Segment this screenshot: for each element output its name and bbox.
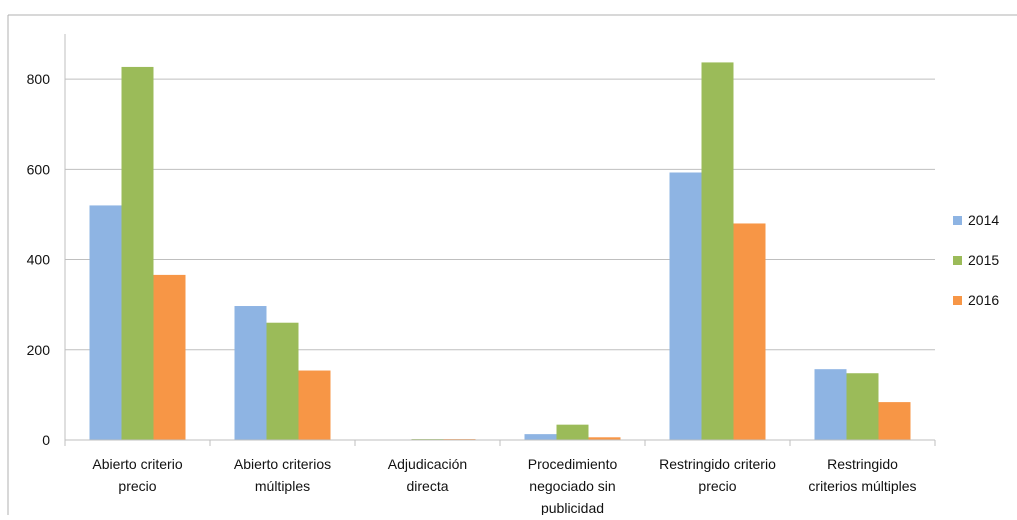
bar-2015-0 <box>122 67 154 440</box>
bar-2014-4 <box>670 172 702 440</box>
legend-swatch-2016 <box>953 296 962 305</box>
legend-swatch-2015 <box>953 256 962 265</box>
y-tick-label: 200 <box>27 342 51 358</box>
x-category-label: precio <box>118 478 156 494</box>
legend-label-2015: 2015 <box>968 252 999 268</box>
x-category-label: Abierto criterio <box>92 456 182 472</box>
x-category-label: Abierto criterios <box>234 456 331 472</box>
x-category-label: Restringido criterio <box>659 456 776 472</box>
bar-2014-1 <box>235 306 267 440</box>
bar-2014-5 <box>815 369 847 440</box>
bar-2016-0 <box>154 275 186 440</box>
legend-swatch-2014 <box>953 216 962 225</box>
x-category-label: directa <box>406 478 448 494</box>
x-category-label: precio <box>698 478 736 494</box>
x-category-label: múltiples <box>255 478 310 494</box>
y-tick-label: 600 <box>27 161 51 177</box>
x-category-label: Restringido <box>827 456 898 472</box>
x-category-label: Procedimiento <box>528 456 618 472</box>
bar-2016-4 <box>734 223 766 440</box>
x-category-label: publicidad <box>541 500 604 515</box>
legend-label-2014: 2014 <box>968 212 999 228</box>
y-tick-label: 400 <box>27 252 51 268</box>
bar-2014-0 <box>90 205 122 440</box>
bar-2015-5 <box>847 373 879 440</box>
y-tick-label: 0 <box>42 432 50 448</box>
bar-2015-4 <box>702 62 734 440</box>
x-category-label: criterios múltiples <box>808 478 916 494</box>
legend-label-2016: 2016 <box>968 292 999 308</box>
y-tick-label: 800 <box>27 71 51 87</box>
bar-2015-3 <box>557 425 589 440</box>
x-category-label: Adjudicación <box>388 456 467 472</box>
x-category-label: negociado sin <box>529 478 615 494</box>
bar-2016-5 <box>879 402 911 440</box>
bar-2015-1 <box>267 323 299 440</box>
bar-2014-3 <box>525 434 557 440</box>
bar-2016-1 <box>299 371 331 440</box>
